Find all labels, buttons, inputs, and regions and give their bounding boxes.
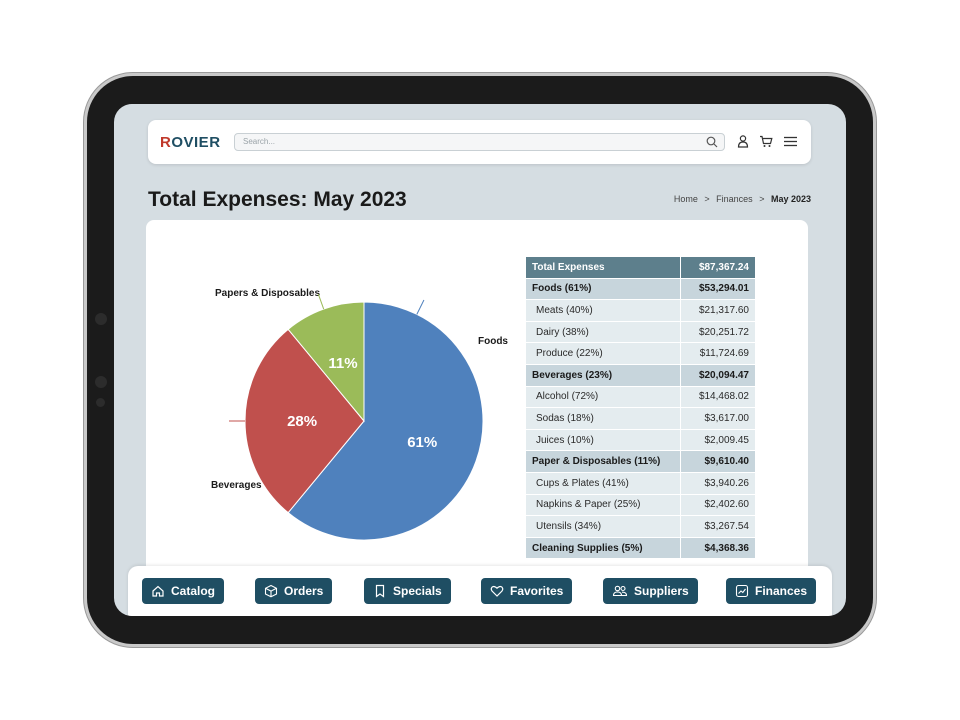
- row-amount: $3,940.26: [680, 472, 756, 495]
- row-amount: $53,294.01: [680, 278, 756, 301]
- user-icon[interactable]: [737, 135, 749, 148]
- nav-suppliers-button[interactable]: Suppliers: [603, 578, 698, 604]
- row-label: Paper & Disposables (11%): [526, 450, 681, 473]
- table-group-row: Paper & Disposables (11%) $9,610.40: [526, 450, 756, 473]
- content-panel: Papers & Disposables Foods Beverages 61%…: [146, 220, 808, 616]
- breadcrumb-separator: >: [759, 194, 765, 204]
- nav-finances-button[interactable]: Finances: [726, 578, 817, 604]
- camera-dot: [95, 376, 107, 388]
- row-amount: $4,368.36: [680, 537, 756, 560]
- menu-icon[interactable]: [783, 135, 798, 148]
- table-group-row: Foods (61%) $53,294.01: [526, 278, 756, 301]
- row-label: Foods (61%): [526, 278, 681, 301]
- row-label: Napkins & Paper (25%): [526, 494, 681, 517]
- camera-dot: [95, 313, 107, 325]
- device-power-button: [186, 72, 218, 76]
- chart-trend-icon: [735, 584, 749, 598]
- row-amount: $3,617.00: [680, 407, 756, 430]
- table-group-row: Beverages (23%) $20,094.47: [526, 364, 756, 387]
- table-row: Utensils (34%) $3,267.54: [526, 515, 756, 538]
- row-label: Meats (40%): [526, 299, 681, 322]
- page-title: Total Expenses: May 2023: [148, 188, 407, 211]
- row-amount: $3,267.54: [680, 515, 756, 538]
- search-input[interactable]: Search...: [234, 133, 725, 151]
- nav-label: Suppliers: [634, 584, 689, 598]
- table-header-label: Total Expenses: [526, 257, 681, 279]
- row-amount: $20,251.72: [680, 321, 756, 344]
- row-amount: $20,094.47: [680, 364, 756, 387]
- row-label: Beverages (23%): [526, 364, 681, 387]
- leader-line: [416, 299, 425, 315]
- device-volume-button: [148, 72, 180, 76]
- breadcrumb-finances[interactable]: Finances: [716, 194, 753, 204]
- bottom-nav: Catalog Orders Specials Favorites Suppli…: [128, 566, 832, 616]
- row-amount: $11,724.69: [680, 342, 756, 365]
- row-label: Produce (22%): [526, 342, 681, 365]
- row-amount: $2,009.45: [680, 429, 756, 452]
- pie-slice-label: 61%: [407, 434, 437, 451]
- nav-specials-button[interactable]: Specials: [364, 578, 451, 604]
- nav-label: Catalog: [171, 584, 216, 598]
- search-icon[interactable]: [706, 136, 718, 148]
- table-row: Sodas (18%) $3,617.00: [526, 407, 756, 430]
- row-label: Alcohol (72%): [526, 386, 681, 409]
- bookmark-icon: [375, 584, 385, 598]
- nav-catalog-button[interactable]: Catalog: [142, 578, 225, 604]
- breadcrumb-separator: >: [704, 194, 710, 204]
- users-icon: [612, 585, 628, 597]
- nav-label: Favorites: [510, 584, 564, 598]
- top-bar: ROVIER Search...: [148, 120, 811, 164]
- table-row: Meats (40%) $21,317.60: [526, 299, 756, 322]
- row-label: Utensils (34%): [526, 515, 681, 538]
- table-row: Produce (22%) $11,724.69: [526, 342, 756, 365]
- expense-pie-chart: 61% 28% 11%: [229, 293, 484, 541]
- nav-orders-button[interactable]: Orders: [255, 578, 333, 604]
- table-row: Dairy (38%) $20,251.72: [526, 321, 756, 344]
- heart-icon: [490, 585, 504, 597]
- table-row: Cups & Plates (41%) $3,940.26: [526, 472, 756, 495]
- logo[interactable]: ROVIER: [160, 134, 221, 151]
- expense-table: Total Expenses $87,367.24 Foods (61%) $53…: [526, 257, 756, 560]
- search-placeholder: Search...: [243, 137, 276, 146]
- row-label: Sodas (18%): [526, 407, 681, 430]
- breadcrumb-current: May 2023: [770, 194, 811, 204]
- cart-icon[interactable]: [759, 135, 773, 148]
- home-icon: [152, 585, 164, 597]
- nav-label: Orders: [284, 584, 324, 598]
- table-header-row: Total Expenses $87,367.24: [526, 257, 756, 279]
- row-label: Cleaning Supplies (5%): [526, 537, 681, 560]
- app-screen: ROVIER Search... Total Expenses: May 202…: [114, 104, 846, 616]
- leader-line: [317, 293, 325, 310]
- legend-label-beverages: Beverages: [211, 480, 262, 491]
- pie-slice-foods: [287, 301, 484, 541]
- table-row: Napkins & Paper (25%) $2,402.60: [526, 494, 756, 517]
- row-label: Cups & Plates (41%): [526, 472, 681, 495]
- breadcrumb: Home > Finances > May 2023: [674, 194, 811, 204]
- breadcrumb-home[interactable]: Home: [673, 194, 698, 204]
- table-group-row: Cleaning Supplies (5%) $4,368.36: [526, 537, 756, 560]
- table-row: Juices (10%) $2,009.45: [526, 429, 756, 452]
- camera-dot: [96, 398, 105, 407]
- row-label: Juices (10%): [526, 429, 681, 452]
- nav-label: Specials: [393, 584, 442, 598]
- pie-slice-label: 28%: [287, 413, 317, 430]
- legend-label-papers: Papers & Disposables: [215, 288, 321, 299]
- table-header-amount: $87,367.24: [680, 257, 756, 279]
- row-amount: $2,402.60: [680, 494, 756, 517]
- row-label: Dairy (38%): [526, 321, 681, 344]
- row-amount: $21,317.60: [680, 299, 756, 322]
- row-amount: $9,610.40: [680, 450, 756, 473]
- table-row: Alcohol (72%) $14,468.02: [526, 386, 756, 409]
- pie-slice-label: 11%: [328, 355, 357, 372]
- legend-label-foods: Foods: [478, 336, 508, 347]
- box-icon: [264, 584, 278, 598]
- nav-favorites-button[interactable]: Favorites: [481, 578, 573, 604]
- nav-label: Finances: [755, 584, 808, 598]
- row-amount: $14,468.02: [680, 386, 756, 409]
